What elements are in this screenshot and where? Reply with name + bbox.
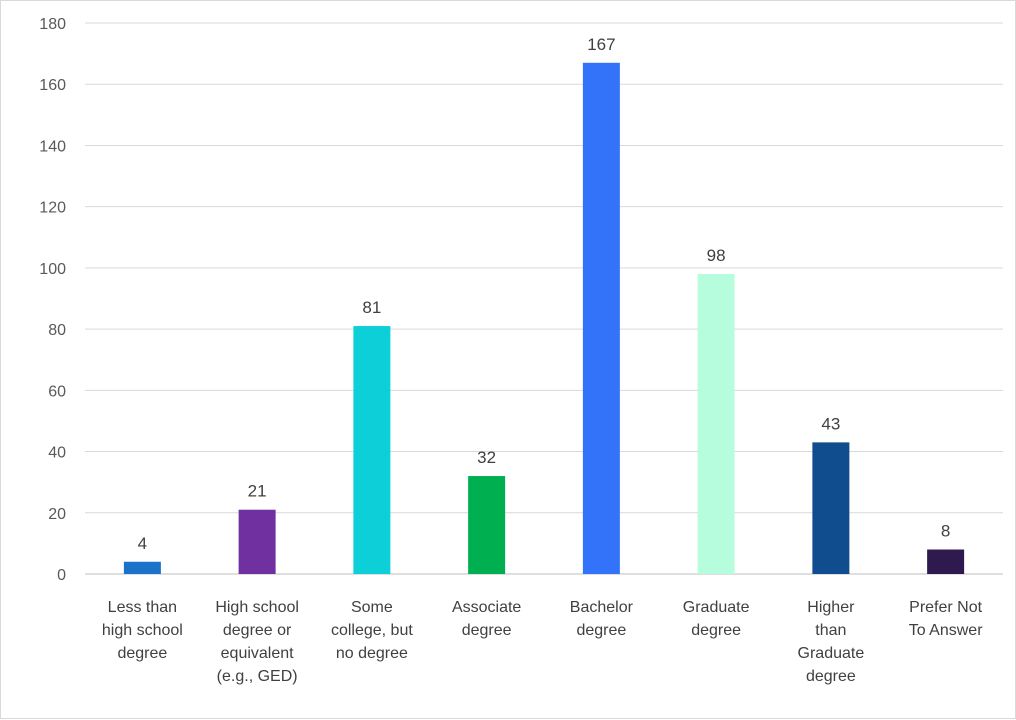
category-labels: Less than high school degree High school deg…	[102, 599, 983, 685]
x-tick-label: Higher than Graduate degree	[798, 599, 865, 685]
x-tick-label-line: Graduate	[683, 599, 750, 616]
x-tick-label-line: than	[815, 622, 846, 639]
data-labels: 4 21 81 32 167 98 43 8	[138, 35, 951, 553]
data-label: 21	[248, 482, 267, 501]
y-tick-label: 40	[48, 445, 66, 462]
bar	[927, 549, 965, 574]
x-tick-label: Prefer Not To Answer	[909, 599, 983, 639]
x-tick-label-line: degree	[806, 668, 856, 685]
bar	[353, 326, 391, 574]
x-tick-label: Less than high school degree	[102, 599, 183, 662]
bars	[123, 62, 965, 575]
bar	[123, 561, 161, 574]
data-label: 98	[707, 246, 726, 265]
y-tick-label: 180	[39, 16, 66, 33]
x-tick-label-line: equivalent	[221, 645, 295, 662]
x-tick-label-line: To Answer	[909, 622, 983, 639]
x-tick-label-line: no degree	[336, 645, 408, 662]
x-tick-label-line: degree	[691, 622, 741, 639]
x-tick-label-line: degree	[462, 622, 512, 639]
x-tick-label-line: degree	[576, 622, 626, 639]
y-tick-label: 0	[57, 567, 66, 584]
gridlines	[85, 22, 1003, 575]
data-label: 81	[362, 298, 381, 317]
x-tick-label-line: Associate	[452, 599, 521, 616]
bar	[582, 62, 620, 575]
bar	[468, 476, 506, 574]
x-tick-label-line: degree or	[223, 622, 292, 639]
x-tick-label-line: Graduate	[798, 645, 865, 662]
y-axis-ticks: 0 20 40 60 80 100 120 140 160 180	[39, 16, 66, 584]
x-tick-label-line: Less than	[108, 599, 177, 616]
x-tick-label-line: high school	[102, 622, 183, 639]
y-tick-label: 80	[48, 322, 66, 339]
data-label: 43	[821, 414, 840, 433]
bar	[238, 509, 276, 574]
x-tick-label: Some college, but no degree	[331, 599, 413, 662]
data-label: 167	[587, 35, 615, 54]
bar	[697, 274, 735, 574]
y-tick-label: 120	[39, 200, 66, 217]
x-tick-label-line: Prefer Not	[909, 599, 982, 616]
x-tick-label: Bachelor degree	[570, 599, 634, 639]
x-tick-label-line: Some	[351, 599, 393, 616]
x-tick-label-line: Bachelor	[570, 599, 634, 616]
y-tick-label: 20	[48, 506, 66, 523]
x-tick-label: Associate degree	[452, 599, 521, 639]
x-tick-label-line: (e.g., GED)	[217, 668, 298, 685]
x-tick-label: Graduate degree	[683, 599, 750, 639]
data-label: 32	[477, 448, 496, 467]
x-tick-label-line: Higher	[807, 599, 855, 616]
x-tick-label-line: degree	[117, 645, 167, 662]
bar	[812, 442, 850, 574]
data-label: 8	[941, 522, 950, 541]
x-tick-label: High school degree or equivalent (e.g., GED…	[215, 599, 299, 685]
y-tick-label: 160	[39, 77, 66, 94]
data-label: 4	[138, 534, 147, 553]
y-tick-label: 140	[39, 138, 66, 155]
x-tick-label-line: college, but	[331, 622, 413, 639]
y-tick-label: 100	[39, 261, 66, 278]
y-tick-label: 60	[48, 383, 66, 400]
x-tick-label-line: High school	[215, 599, 299, 616]
